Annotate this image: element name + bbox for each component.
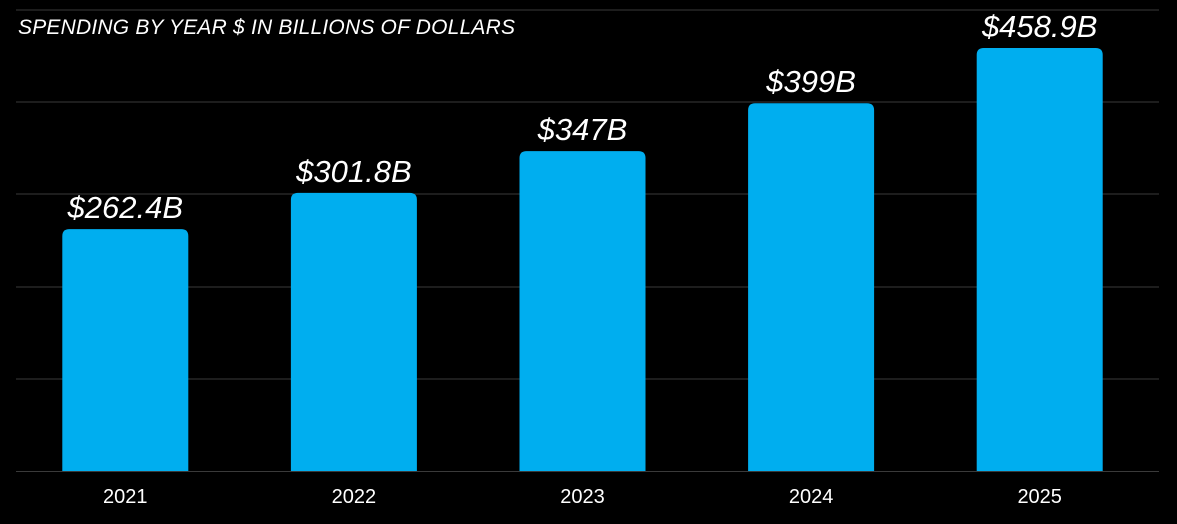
x-tick-label-2023: 2023 [560, 486, 605, 508]
x-tick-label-2024: 2024 [789, 486, 834, 508]
bar-2023 [519, 151, 646, 471]
bar-2024 [748, 103, 875, 471]
x-tick-label-2025: 2025 [1017, 486, 1062, 508]
bar-2022 [290, 192, 417, 471]
data-label-2023: $347B [537, 112, 628, 147]
bar-2025 [976, 48, 1103, 472]
data-label-2024: $399B [765, 64, 856, 99]
bars [62, 48, 1103, 472]
data-label-2025: $458.9B [981, 9, 1098, 44]
x-tick-label-2022: 2022 [332, 486, 377, 508]
x-axis-ticks: 2021 2022 2023 2024 2025 [103, 486, 1062, 508]
chart-title: SPENDING BY YEAR $ IN BILLIONS OF DOLLAR… [18, 16, 516, 39]
x-tick-label-2021: 2021 [103, 486, 148, 508]
bar-2021 [62, 229, 189, 471]
data-label-2021: $262.4B [67, 190, 184, 225]
value-labels: $262.4B $301.8B $347B $399B $458.9B [67, 9, 1098, 225]
data-label-2022: $301.8B [295, 154, 412, 189]
